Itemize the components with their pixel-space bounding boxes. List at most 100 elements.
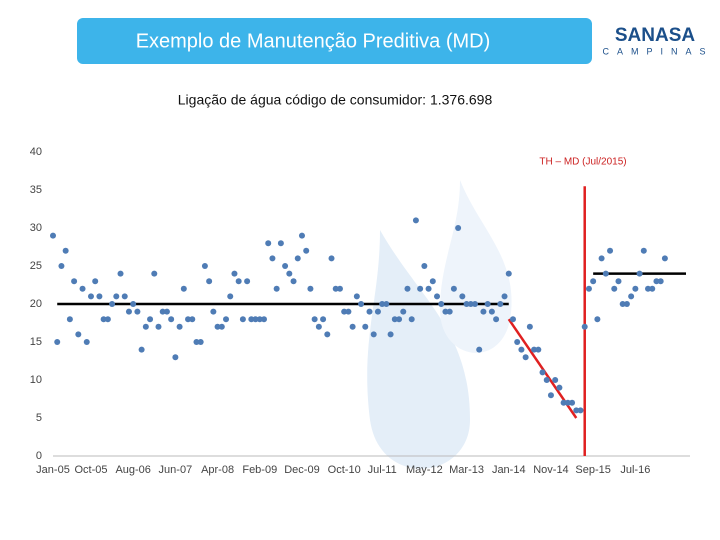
x-tick-label: Jun-07	[159, 464, 193, 476]
x-tick-label: Apr-08	[201, 464, 234, 476]
point	[201, 263, 208, 269]
point	[484, 301, 491, 307]
point	[400, 308, 407, 315]
point	[455, 225, 462, 231]
y-tick-label: 25	[30, 260, 42, 272]
point	[396, 316, 403, 323]
point	[286, 270, 293, 277]
point	[332, 285, 339, 292]
point	[547, 392, 554, 399]
y-tick-label: 20	[30, 298, 42, 310]
point	[539, 369, 546, 376]
point	[374, 308, 381, 315]
point	[307, 285, 314, 292]
point	[505, 270, 512, 277]
point	[640, 247, 647, 254]
point	[434, 293, 441, 300]
point	[569, 399, 576, 406]
x-tick-label: Mar-13	[449, 464, 484, 476]
point	[155, 323, 162, 330]
point	[168, 316, 175, 323]
y-tick-label: 5	[36, 412, 42, 424]
y-tick-label: 30	[30, 222, 42, 234]
point	[577, 407, 584, 414]
point	[235, 278, 242, 285]
logo-name: SANASA	[615, 25, 696, 46]
y-tick-label: 10	[30, 374, 42, 386]
x-tick-label: Sep-15	[575, 464, 610, 476]
point	[58, 263, 65, 269]
point	[109, 301, 116, 307]
point	[653, 278, 660, 285]
point	[66, 316, 73, 323]
point	[349, 323, 356, 330]
annotation: TH – MD (Jul/2015)	[539, 157, 626, 168]
point	[206, 278, 213, 285]
point	[87, 293, 94, 300]
point	[303, 247, 310, 254]
point	[488, 308, 495, 315]
point	[311, 316, 318, 323]
point	[585, 285, 592, 292]
point	[130, 301, 137, 307]
chart-title: Ligação de água código de consumidor: 1.…	[178, 92, 493, 108]
point	[290, 278, 297, 285]
point	[657, 278, 664, 285]
point	[256, 316, 263, 323]
point	[336, 285, 343, 292]
point	[438, 301, 445, 307]
point	[556, 384, 563, 391]
logo-subtitle: CAMPINAS	[602, 46, 713, 56]
point	[96, 293, 103, 300]
point	[125, 308, 132, 315]
point	[265, 240, 272, 247]
point	[404, 285, 411, 292]
point	[142, 323, 149, 330]
point	[138, 346, 145, 353]
watermark-drop	[440, 180, 512, 353]
point	[50, 232, 56, 239]
point	[459, 293, 466, 300]
point	[429, 278, 436, 285]
point	[522, 354, 529, 361]
point	[121, 293, 128, 300]
x-tick-label: Jan-14	[492, 464, 526, 476]
point	[189, 316, 196, 323]
point	[412, 217, 419, 224]
point	[231, 270, 238, 277]
point	[623, 301, 630, 307]
point	[362, 323, 369, 330]
point	[294, 255, 301, 262]
point	[535, 346, 542, 353]
point	[552, 377, 559, 383]
slide-title: Exemplo de Manutenção Preditiva (MD)	[136, 30, 491, 52]
point	[185, 316, 192, 323]
point	[598, 255, 605, 262]
point	[210, 308, 217, 315]
point	[252, 316, 259, 323]
point	[661, 255, 668, 262]
point	[324, 331, 331, 338]
point	[163, 308, 170, 315]
point	[560, 399, 567, 406]
point	[387, 331, 394, 338]
point	[159, 308, 166, 315]
point	[83, 339, 90, 345]
y-tick-label: 35	[30, 184, 42, 196]
point	[602, 270, 609, 277]
point	[113, 293, 120, 300]
point	[193, 339, 200, 345]
point	[315, 323, 322, 330]
point	[497, 301, 504, 307]
point	[62, 247, 69, 254]
x-tick-label: Oct-10	[328, 464, 361, 476]
point	[408, 316, 415, 323]
point	[273, 285, 280, 292]
point	[197, 339, 204, 345]
point	[645, 285, 652, 292]
point	[54, 339, 61, 345]
point	[75, 331, 82, 338]
point	[79, 285, 86, 292]
